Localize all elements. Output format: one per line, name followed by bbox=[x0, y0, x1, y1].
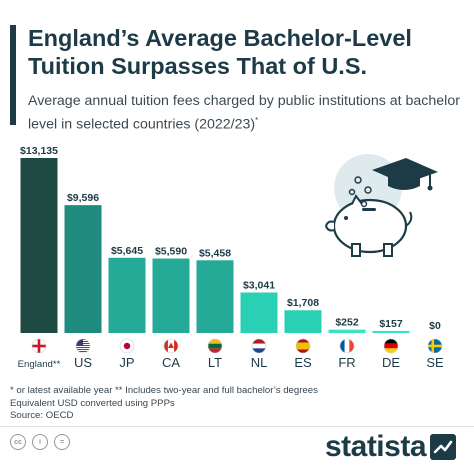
value-label-5: $3,041 bbox=[243, 279, 275, 291]
subtitle-footnote-mark: * bbox=[255, 116, 259, 125]
bar-1 bbox=[64, 205, 102, 333]
footnotes: * or latest available year ** Includes t… bbox=[10, 385, 318, 423]
category-label-0: England** bbox=[18, 359, 61, 370]
lithuania-flag-icon bbox=[207, 338, 223, 354]
bar-6 bbox=[284, 310, 322, 333]
category-label-8: DE bbox=[382, 355, 400, 370]
spain-flag-icon bbox=[295, 338, 311, 354]
bar-8 bbox=[372, 330, 410, 333]
category-label-4: LT bbox=[208, 355, 222, 370]
value-label-1: $9,596 bbox=[67, 192, 99, 204]
bar-4 bbox=[196, 260, 234, 333]
no-derivatives-icon[interactable]: = bbox=[54, 434, 70, 450]
category-label-6: ES bbox=[294, 355, 312, 370]
value-label-4: $5,458 bbox=[199, 247, 231, 259]
license-icons: cc i = bbox=[10, 434, 70, 450]
bar-2 bbox=[108, 257, 146, 333]
category-label-5: NL bbox=[251, 355, 268, 370]
category-label-7: FR bbox=[338, 355, 355, 370]
bar-7 bbox=[328, 329, 366, 333]
value-label-3: $5,590 bbox=[155, 246, 187, 258]
value-label-0: $13,135 bbox=[20, 145, 58, 157]
footer-divider bbox=[0, 426, 474, 427]
germany-flag-icon bbox=[383, 338, 399, 354]
chart-subtitle: Average annual tuition fees charged by p… bbox=[28, 92, 468, 135]
source-note: Source: OECD bbox=[10, 410, 74, 421]
canada-flag-icon bbox=[163, 338, 179, 354]
france-flag-icon bbox=[339, 338, 355, 354]
creative-commons-icon[interactable]: cc bbox=[10, 434, 26, 450]
bar-0 bbox=[20, 158, 58, 333]
chart-title: England’s Average Bachelor-Level Tuition… bbox=[28, 25, 412, 79]
japan-flag-icon bbox=[119, 338, 135, 354]
us-flag-icon bbox=[75, 338, 91, 354]
value-label-8: $157 bbox=[379, 318, 403, 330]
footnote-line-1: * or latest available year ** Includes t… bbox=[10, 385, 318, 396]
bar-3 bbox=[152, 258, 190, 333]
footnote-line-2: Equivalent USD converted using PPPs bbox=[10, 397, 175, 409]
statista-mark-icon bbox=[430, 434, 456, 460]
bar-5 bbox=[240, 292, 278, 333]
value-label-9: $0 bbox=[429, 320, 441, 332]
value-label-7: $252 bbox=[335, 317, 359, 329]
category-label-3: CA bbox=[162, 355, 180, 370]
category-label-1: US bbox=[74, 355, 92, 370]
attribution-icon[interactable]: i bbox=[32, 434, 48, 450]
netherlands-flag-icon bbox=[251, 338, 267, 354]
subtitle-text: Average annual tuition fees charged by p… bbox=[28, 93, 460, 133]
brand-name: statista bbox=[324, 430, 427, 463]
category-label-2: JP bbox=[119, 355, 134, 370]
category-label-9: SE bbox=[426, 355, 444, 370]
sweden-flag-icon bbox=[427, 338, 443, 354]
piggy-bank-graduation-illustration bbox=[324, 154, 438, 257]
title-accent-bar bbox=[10, 25, 16, 125]
bar-chart: $13,135 $9,596 $5,645 $5,590 $5,458 $3,041 $1,… bbox=[18, 145, 444, 370]
value-label-6: $1,708 bbox=[287, 297, 319, 309]
value-label-2: $5,645 bbox=[111, 245, 143, 257]
statista-logo[interactable]: statista bbox=[325, 432, 456, 462]
england-flag-icon bbox=[31, 338, 47, 354]
